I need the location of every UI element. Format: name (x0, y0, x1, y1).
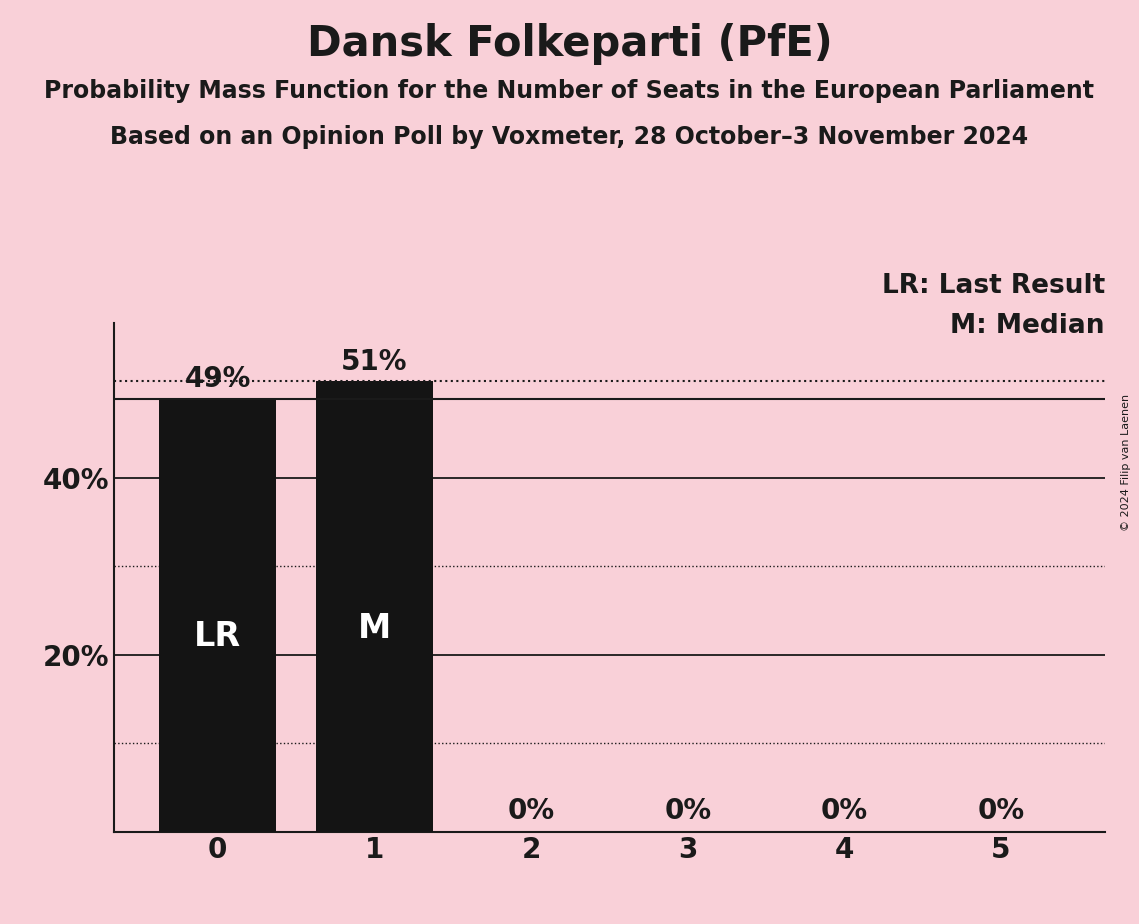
Text: 0%: 0% (508, 796, 555, 824)
Text: 0%: 0% (664, 796, 711, 824)
Text: 0%: 0% (821, 796, 868, 824)
Text: 49%: 49% (185, 365, 251, 394)
Text: Based on an Opinion Poll by Voxmeter, 28 October–3 November 2024: Based on an Opinion Poll by Voxmeter, 28… (110, 125, 1029, 149)
Text: LR: LR (194, 620, 241, 653)
Text: Dansk Folkeparti (PfE): Dansk Folkeparti (PfE) (306, 23, 833, 65)
Bar (316, 381, 433, 832)
Text: M: M (358, 613, 391, 645)
Text: 51%: 51% (341, 347, 408, 375)
Text: M: Median: M: Median (950, 313, 1105, 339)
Text: LR: Last Result: LR: Last Result (882, 273, 1105, 298)
Text: Probability Mass Function for the Number of Seats in the European Parliament: Probability Mass Function for the Number… (44, 79, 1095, 103)
Text: © 2024 Filip van Laenen: © 2024 Filip van Laenen (1121, 394, 1131, 530)
Text: 0%: 0% (977, 796, 1025, 824)
Bar (159, 398, 277, 832)
